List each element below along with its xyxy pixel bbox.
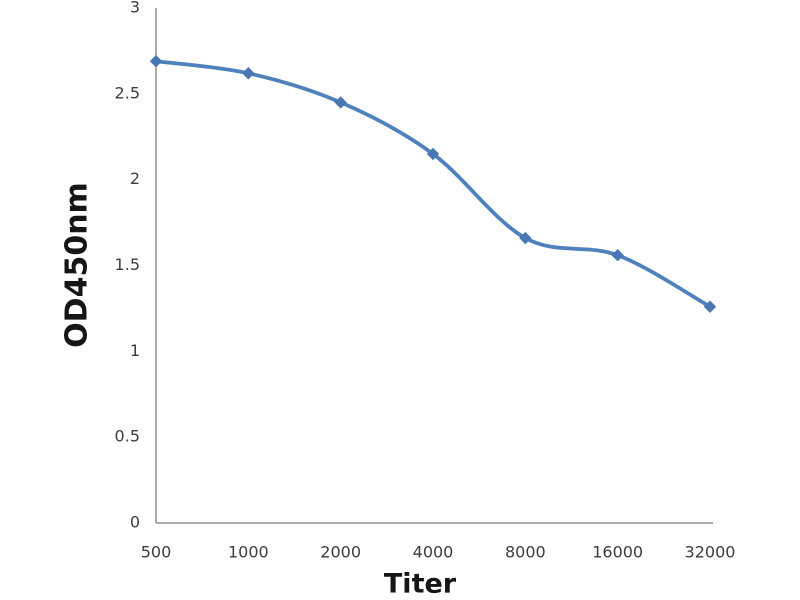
x-tick-label: 2000 (320, 543, 361, 562)
data-point-marker (334, 96, 347, 109)
data-point-marker (426, 147, 440, 161)
data-point-marker (611, 248, 624, 262)
x-axis-title: Titer (383, 568, 457, 600)
data-point-marker (703, 300, 717, 313)
y-tick-label: 1 (130, 341, 140, 360)
y-tick-label: 0.5 (115, 427, 140, 446)
y-tick-label: 2 (130, 169, 140, 188)
x-tick-label: 4000 (413, 543, 454, 562)
x-tick-label: 32000 (685, 543, 736, 562)
data-point-marker (149, 55, 163, 68)
series-line (154, 59, 712, 309)
y-axis-title: OD450nm (59, 182, 95, 348)
y-tick-label: 2.5 (115, 83, 140, 102)
x-tick-label: 16000 (592, 543, 643, 562)
data-point-marker (242, 67, 255, 80)
x-tick-label: 1000 (228, 543, 269, 562)
y-tick-label: 0 (130, 513, 140, 532)
y-tick-label: 3 (130, 0, 140, 17)
y-tick-label: 1.5 (115, 255, 140, 274)
x-tick-label: 8000 (505, 543, 546, 562)
x-tick-label: 500 (141, 543, 172, 562)
data-point-marker (519, 231, 532, 245)
